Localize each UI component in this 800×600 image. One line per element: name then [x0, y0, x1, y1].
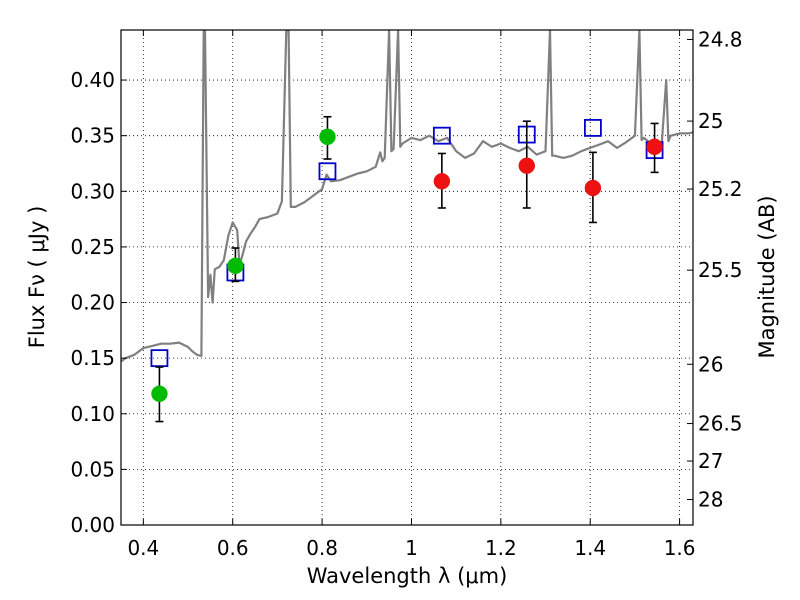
model-square-marker [432, 126, 451, 145]
y-tick-label: 0.35 [70, 124, 115, 148]
ticks: 0.4 0.6 0.8 1 1.2 1.4 1.6 0.00 0.05 0.10 0.15 0.20 0… [70, 27, 742, 560]
x-tick-label: 1 [405, 536, 418, 560]
x-tick-label: 1.6 [664, 536, 696, 560]
spectrum-line [121, 30, 693, 363]
y-tick-label: 0.15 [70, 346, 115, 370]
observed-point [319, 128, 336, 146]
y-tick-label: 0.00 [70, 513, 115, 537]
observed-point [151, 385, 168, 402]
y-tick-label: 0.25 [70, 235, 115, 259]
observed-point [227, 257, 244, 275]
plot-layer [121, 30, 693, 363]
observed-point [518, 157, 536, 174]
x-axis-label: Wavelength λ (μm) [307, 564, 508, 588]
observed-point [433, 173, 451, 190]
observed-point [584, 179, 602, 197]
x-tick-label: 0.4 [127, 536, 159, 560]
y2-tick-label: 24.8 [698, 27, 743, 51]
y2-tick-label: 25.5 [698, 258, 743, 282]
y2-tick-label: 25.2 [698, 177, 743, 201]
y-tick-label: 0.20 [70, 291, 115, 315]
y-tick-label: 0.40 [70, 68, 115, 92]
y-axis-label: Flux Fν ( μJy ) [25, 206, 49, 349]
y2-tick-label: 28 [698, 488, 723, 512]
y-tick-label: 0.05 [70, 457, 115, 481]
x-tick-label: 0.6 [217, 536, 249, 560]
y2-tick-label: 25 [698, 109, 723, 133]
x-tick-label: 0.8 [306, 536, 338, 560]
y2-tick-label: 26 [698, 352, 723, 376]
model-square-marker [318, 162, 337, 181]
model-square-marker [150, 349, 169, 368]
y2-tick-label: 26.5 [698, 412, 743, 436]
observed-point [646, 138, 663, 156]
y2-tick-label: 27 [698, 449, 723, 473]
marker-layer [150, 115, 664, 423]
y-tick-label: 0.10 [70, 402, 115, 426]
plot-area [121, 30, 693, 525]
plot-frame [120, 29, 694, 526]
x-tick-label: 1.2 [485, 536, 517, 560]
y2-axis-label: Magnitude (AB) [755, 195, 779, 358]
y-tick-label: 0.30 [70, 179, 115, 203]
model-square-marker [584, 118, 602, 137]
x-tick-label: 1.4 [574, 536, 606, 560]
